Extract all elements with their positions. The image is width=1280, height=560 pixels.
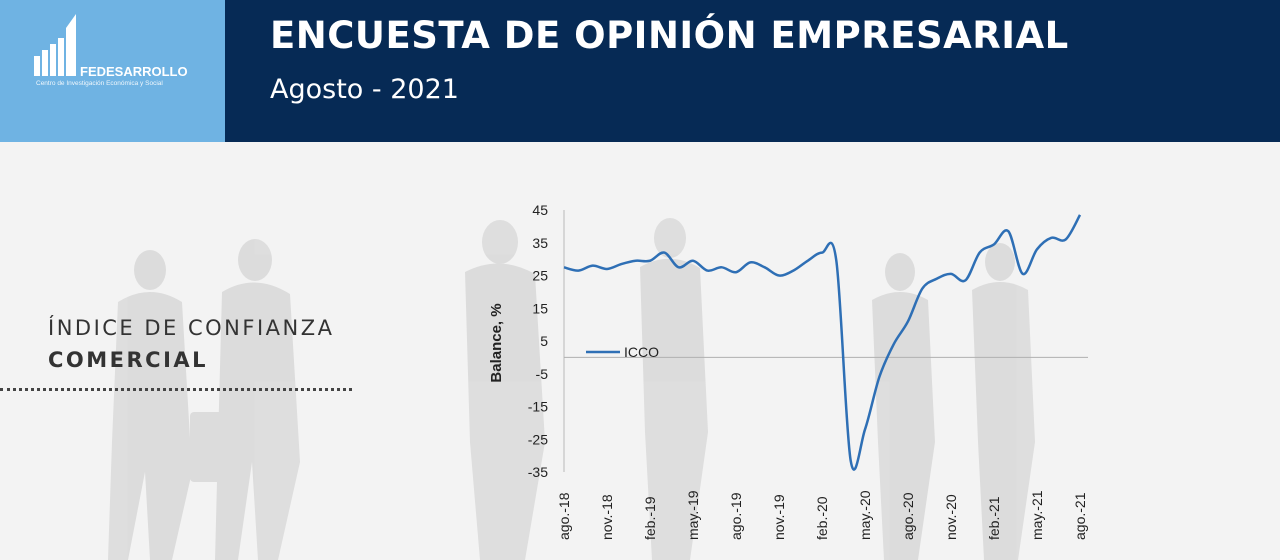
y-tick-label: -25 — [528, 431, 548, 447]
page-title: ENCUESTA DE OPINIÓN EMPRESARIAL — [270, 14, 1069, 57]
header-bar: ENCUESTA DE OPINIÓN EMPRESARIAL Agosto -… — [225, 0, 1280, 142]
y-tick-label: 25 — [532, 268, 548, 284]
logo-panel: FEDESARROLLO Centro de Investigación Eco… — [0, 0, 225, 142]
x-tick-label: ago.-19 — [728, 492, 744, 540]
logo-tagline: Centro de Investigación Económica y Soci… — [36, 80, 163, 87]
y-tick-label: 45 — [532, 202, 548, 218]
x-tick-label: feb.-20 — [814, 496, 830, 540]
y-tick-label: 15 — [532, 300, 548, 316]
series-line-icco — [563, 214, 1082, 471]
x-tick-label: may.-21 — [1029, 490, 1045, 540]
y-axis-label: Balance, % — [488, 303, 505, 382]
x-tick-label: feb.-19 — [642, 496, 658, 540]
x-tick-label: ago.-20 — [900, 492, 916, 540]
x-tick-label: feb.-21 — [986, 496, 1002, 540]
x-tick-label: may.-19 — [685, 490, 701, 540]
y-tick-label: 5 — [540, 333, 548, 349]
background-people-image — [0, 142, 1280, 560]
x-tick-label: may.-20 — [857, 490, 873, 540]
page-subtitle: Agosto - 2021 — [270, 74, 459, 105]
dotted-divider — [0, 388, 352, 391]
side-title-line1: ÍNDICE DE CONFIANZA — [48, 316, 335, 340]
x-tick-label: ago.-21 — [1072, 492, 1088, 540]
y-tick-label: -5 — [536, 366, 549, 382]
x-tick-label: nov.-19 — [771, 494, 787, 540]
legend-label: ICCO — [624, 344, 659, 360]
y-tick-label: -15 — [528, 399, 548, 415]
x-tick-label: nov.-20 — [943, 494, 959, 540]
x-tick-label: nov.-18 — [599, 494, 615, 540]
x-tick-label: ago.-18 — [556, 492, 572, 540]
side-title-line2: COMERCIAL — [48, 348, 209, 372]
y-tick-label: -35 — [528, 464, 548, 480]
logo-name: FEDESARROLLO — [80, 64, 188, 79]
fedesarrollo-logo-icon — [34, 14, 76, 76]
y-tick-label: 35 — [532, 235, 548, 251]
